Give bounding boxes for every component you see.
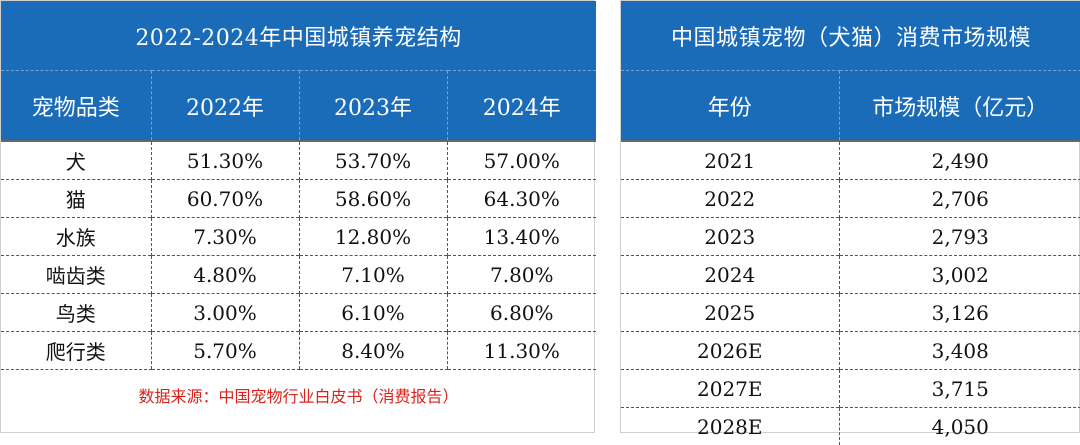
table-row: 水族 7.30% 12.80% 13.40% (1, 218, 596, 256)
header-year: 年份 (621, 71, 839, 142)
market-size-title: 中国城镇宠物（犬猫）消费市场规模 (621, 1, 1080, 71)
table-row: 2022 2,706 (621, 180, 1080, 218)
value-cell: 8.40% (299, 332, 447, 370)
year-cell: 2023 (621, 218, 839, 256)
value-cell: 58.60% (299, 180, 447, 218)
category-cell: 爬行类 (1, 332, 151, 370)
market-size-cell: 2,706 (839, 180, 1080, 218)
table-row: 2023 2,793 (621, 218, 1080, 256)
market-size-table-panel: 中国城镇宠物（犬猫）消费市场规模 年份 市场规模（亿元） 2021 2,490 … (620, 0, 1080, 433)
year-cell: 2027E (621, 370, 839, 408)
table-row: 2027E 3,715 (621, 370, 1080, 408)
value-cell: 13.40% (447, 218, 596, 256)
pet-structure-header-row: 宠物品类 2022年 2023年 2024年 (1, 71, 596, 142)
pet-structure-table: 2022-2024年中国城镇养宠结构 宠物品类 2022年 2023年 2024… (1, 1, 596, 370)
table-row: 猫 60.70% 58.60% 64.30% (1, 180, 596, 218)
year-cell: 2024 (621, 256, 839, 294)
market-size-cell: 3,126 (839, 294, 1080, 332)
value-cell: 53.70% (299, 141, 447, 180)
market-size-cell: 3,408 (839, 332, 1080, 370)
value-cell: 51.30% (151, 141, 299, 180)
market-size-cell: 2,490 (839, 141, 1080, 180)
value-cell: 7.80% (447, 256, 596, 294)
value-cell: 60.70% (151, 180, 299, 218)
table-row: 鸟类 3.00% 6.10% 6.80% (1, 294, 596, 332)
table-row: 2028E 4,050 (621, 408, 1080, 445)
value-cell: 5.70% (151, 332, 299, 370)
table-row: 2021 2,490 (621, 141, 1080, 180)
table-row: 2024 3,002 (621, 256, 1080, 294)
value-cell: 7.30% (151, 218, 299, 256)
header-market-size: 市场规模（亿元） (839, 71, 1080, 142)
category-cell: 鸟类 (1, 294, 151, 332)
table-row: 爬行类 5.70% 8.40% 11.30% (1, 332, 596, 370)
pet-structure-title: 2022-2024年中国城镇养宠结构 (1, 1, 596, 71)
year-cell: 2021 (621, 141, 839, 180)
data-source-note: 数据来源：中国宠物行业白皮书（消费报告） (1, 383, 596, 407)
value-cell: 57.00% (447, 141, 596, 180)
pet-structure-table-panel: 2022-2024年中国城镇养宠结构 宠物品类 2022年 2023年 2024… (0, 0, 595, 433)
header-category: 宠物品类 (1, 71, 151, 142)
table-row: 啮齿类 4.80% 7.10% 7.80% (1, 256, 596, 294)
market-size-header-row: 年份 市场规模（亿元） (621, 71, 1080, 142)
market-size-table: 中国城镇宠物（犬猫）消费市场规模 年份 市场规模（亿元） 2021 2,490 … (621, 1, 1080, 445)
market-size-cell: 2,793 (839, 218, 1080, 256)
category-cell: 猫 (1, 180, 151, 218)
header-2023: 2023年 (299, 71, 447, 142)
header-2022: 2022年 (151, 71, 299, 142)
category-cell: 啮齿类 (1, 256, 151, 294)
value-cell: 7.10% (299, 256, 447, 294)
market-size-cell: 4,050 (839, 408, 1080, 445)
value-cell: 3.00% (151, 294, 299, 332)
market-size-cell: 3,002 (839, 256, 1080, 294)
table-row: 2026E 3,408 (621, 332, 1080, 370)
value-cell: 64.30% (447, 180, 596, 218)
value-cell: 4.80% (151, 256, 299, 294)
table-row: 2025 3,126 (621, 294, 1080, 332)
year-cell: 2028E (621, 408, 839, 445)
value-cell: 12.80% (299, 218, 447, 256)
table-row: 犬 51.30% 53.70% 57.00% (1, 141, 596, 180)
year-cell: 2025 (621, 294, 839, 332)
category-cell: 水族 (1, 218, 151, 256)
year-cell: 2026E (621, 332, 839, 370)
header-2024: 2024年 (447, 71, 596, 142)
value-cell: 6.10% (299, 294, 447, 332)
value-cell: 11.30% (447, 332, 596, 370)
value-cell: 6.80% (447, 294, 596, 332)
year-cell: 2022 (621, 180, 839, 218)
market-size-cell: 3,715 (839, 370, 1080, 408)
category-cell: 犬 (1, 141, 151, 180)
